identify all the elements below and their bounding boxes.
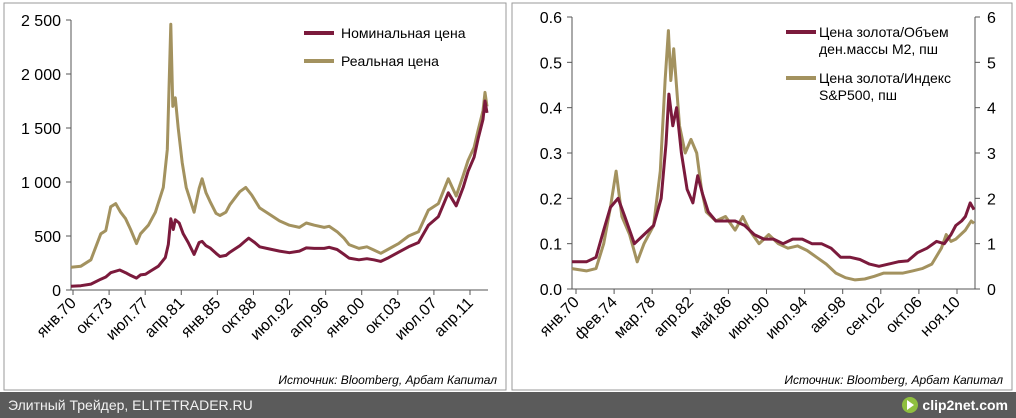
legend-label-nominal: Номинальная цена (341, 25, 466, 41)
right-series-group (571, 29, 976, 282)
x-tick-label: янв.85 (178, 295, 224, 341)
legend-label-sp500: Цена золота/Индекс S&P500, пш (819, 70, 951, 103)
footer-brand[interactable]: clip2net.com (902, 397, 1008, 413)
y-tick-label: 0.1 (540, 237, 562, 254)
left-series-group (70, 22, 489, 288)
x-tick-label: мар.78 (611, 294, 659, 342)
footer-site-name: Элитный Трейдер, ELITETRADER.RU (8, 397, 253, 413)
right-chart-left-y-axis: 0.0 0.1 0.2 0.3 0.4 0.5 0.6 (540, 10, 573, 299)
x-tick-label: фев.74 (572, 294, 621, 343)
y-tick-label: 0 (52, 283, 61, 300)
right-chart-x-axis: янв.70фев.74мар.78апр.82май.86июн.90июл.… (537, 288, 975, 343)
legend-line: Цена золота/Объем (819, 24, 949, 40)
legend-label-real: Реальная цена (341, 53, 439, 69)
legend-line: S&P500, пш (819, 87, 897, 103)
y2-tick-label: 1 (987, 237, 996, 254)
clip2net-logo-icon (902, 397, 919, 413)
x-tick-label: апр.11 (431, 295, 477, 341)
legend-line: ден.массы М2, пш (819, 41, 938, 57)
y-tick-label: 0.0 (540, 282, 562, 299)
y-tick-label: 0.5 (540, 55, 562, 72)
legend-line: Цена золота/Индекс (819, 70, 951, 86)
y-tick-label: 0.2 (540, 191, 562, 208)
left-source-note: Источник: Bloomberg, Арбат Капитал (278, 373, 497, 387)
x-tick-label: апр.81 (142, 295, 189, 342)
y2-tick-label: 2 (987, 191, 996, 208)
y-tick-label: 2 000 (21, 67, 61, 84)
right-chart-frame (511, 2, 1013, 391)
y2-tick-label: 5 (987, 55, 996, 72)
right-chart-right-y-axis: 0 1 2 3 4 5 6 (974, 10, 996, 299)
left-legend: Номинальная цена Реальная цена (304, 25, 466, 69)
y-tick-label: 1 500 (21, 121, 61, 138)
y2-tick-label: 4 (987, 101, 996, 118)
x-tick-label: янв.00 (322, 295, 368, 341)
left-y-axis: 0 500 1 000 1 500 2 000 2 500 (21, 13, 72, 300)
y-tick-label: 0.3 (540, 146, 562, 163)
left-x-axis: янв.70окт.73июл.77апр.81янв.85окт.88июл.… (34, 289, 488, 344)
footer-bar: Элитный Трейдер, ELITETRADER.RU clip2net… (0, 392, 1016, 418)
y-tick-label: 2 500 (21, 13, 61, 30)
left-chart-frame (3, 2, 507, 391)
y-tick-label: 1 000 (21, 175, 61, 192)
y-tick-label: 0.6 (540, 10, 562, 27)
y2-tick-label: 3 (987, 146, 996, 163)
gold-ratios-chart: 0.0 0.1 0.2 0.3 0.4 0.5 0.6 0 1 2 3 4 5 6 янв.70фев.… (511, 2, 1013, 391)
y-tick-label: 0.4 (540, 101, 562, 118)
right-source-note: Источник: Bloomberg, Арбат Капитал (784, 373, 1003, 387)
x-tick-label: янв.70 (34, 295, 80, 341)
x-tick-label: июл.94 (763, 294, 812, 343)
y2-tick-label: 6 (987, 10, 996, 27)
legend-label-m2: Цена золота/Объем ден.массы М2, пш (819, 24, 949, 57)
y-tick-label: 500 (34, 229, 61, 246)
nominal-real-price-chart: 0 500 1 000 1 500 2 000 2 500 янв.70окт.73июл… (3, 2, 507, 391)
charts-canvas: 0 500 1 000 1 500 2 000 2 500 янв.70окт.73июл… (3, 2, 1013, 391)
series-line-gold-m2 (572, 92, 976, 268)
x-tick-label: ноя.10 (917, 294, 963, 340)
series-line-nominal-price (70, 99, 489, 288)
series-line-real-price (70, 22, 489, 269)
x-tick-label: сен.02 (842, 294, 888, 340)
series-line-gold-sp500 (571, 29, 975, 282)
right-legend: Цена золота/Объем ден.массы М2, пш Цена з… (786, 24, 951, 103)
x-tick-label: апр.96 (286, 295, 333, 342)
footer-brand-label: clip2net.com (922, 397, 1008, 413)
y2-tick-label: 0 (987, 282, 996, 299)
